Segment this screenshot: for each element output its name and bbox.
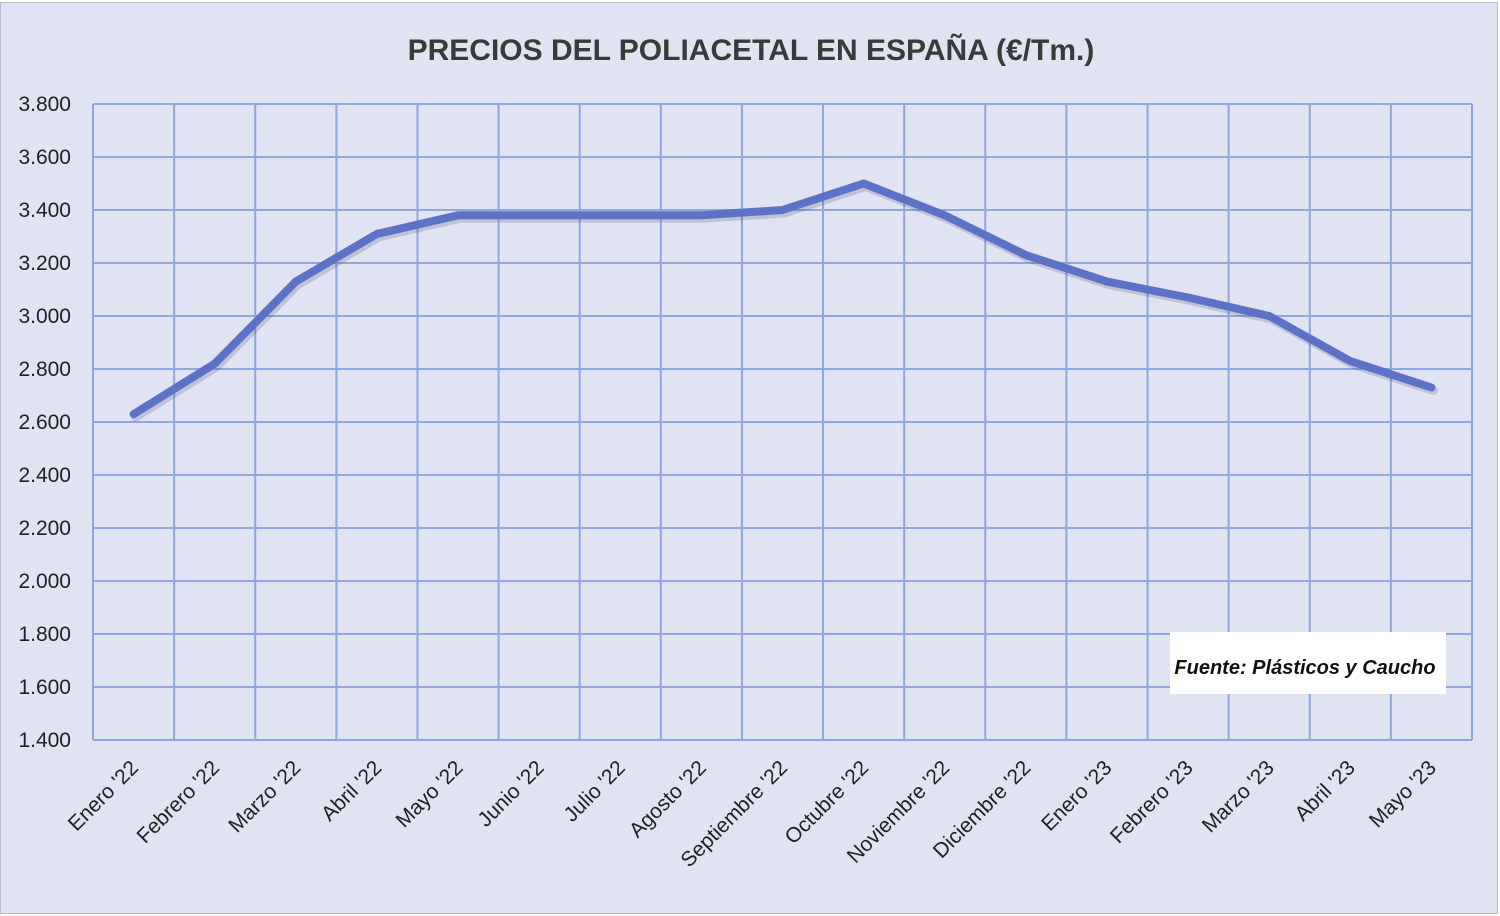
data-point [617, 212, 624, 219]
data-point [1266, 312, 1273, 320]
x-tick-label: Marzo '23 [1198, 756, 1279, 837]
x-tick-label: Abril '22 [317, 756, 386, 825]
x-tick-label: Mayo '22 [392, 756, 468, 832]
x-tick-label: Marzo '22 [224, 756, 305, 837]
data-point [292, 278, 299, 285]
y-tick-label: 2.600 [18, 411, 71, 434]
data-point [454, 212, 462, 219]
x-tick-label: Febrero '22 [132, 756, 224, 848]
data-point [1103, 278, 1111, 285]
y-tick-label: 1.600 [18, 676, 71, 699]
y-tick-label: 3.200 [18, 252, 71, 275]
y-tick-label: 3.800 [18, 93, 71, 116]
data-point [941, 212, 948, 219]
data-point [1428, 384, 1435, 391]
x-tick-label: Abril '23 [1290, 756, 1359, 825]
x-tick-label: Julio '22 [560, 756, 630, 826]
data-point [373, 230, 381, 238]
y-tick-label: 3.600 [18, 146, 71, 169]
line-chart: PRECIOS DEL POLIACETAL EN ESPAÑA (€/Tm.)… [18, 33, 1473, 872]
x-tick-label: Enero '22 [64, 756, 143, 835]
data-point [1022, 251, 1030, 259]
series-line-shadow [131, 182, 1438, 422]
chart-title: PRECIOS DEL POLIACETAL EN ESPAÑA (€/Tm.) [408, 33, 1095, 67]
data-point [535, 212, 543, 219]
data-point [779, 206, 786, 214]
data-point [130, 410, 137, 418]
y-tick-label: 3.400 [18, 199, 71, 222]
y-axis-ticks: 1.400 1.600 1.800 2.000 2.200 2.400 2.600 2.800… [18, 93, 71, 752]
y-tick-label: 1.800 [18, 623, 71, 646]
y-tick-label: 2.800 [18, 358, 71, 381]
data-point [1184, 294, 1192, 301]
y-tick-label: 2.400 [18, 464, 71, 487]
source-note: Fuente: Plásticos y Caucho [1174, 657, 1435, 679]
y-tick-label: 3.000 [18, 305, 71, 328]
data-point [211, 360, 218, 367]
y-tick-label: 2.200 [18, 517, 71, 540]
x-tick-label: Febrero '23 [1106, 756, 1198, 848]
data-point [1347, 357, 1354, 365]
x-tick-label: Junio '22 [473, 756, 548, 831]
y-tick-label: 2.000 [18, 570, 71, 593]
grid [92, 103, 1473, 741]
data-point [860, 180, 867, 187]
data-point [698, 212, 705, 219]
source-note-box: Fuente: Plásticos y Caucho [1170, 632, 1446, 694]
series-layer [129, 179, 1438, 422]
x-tick-label: Enero '23 [1037, 756, 1116, 835]
series-line [129, 179, 1436, 419]
x-tick-label: Agosto '22 [625, 756, 711, 842]
y-tick-label: 1.400 [18, 729, 71, 752]
x-tick-label: Mayo '23 [1365, 756, 1441, 832]
